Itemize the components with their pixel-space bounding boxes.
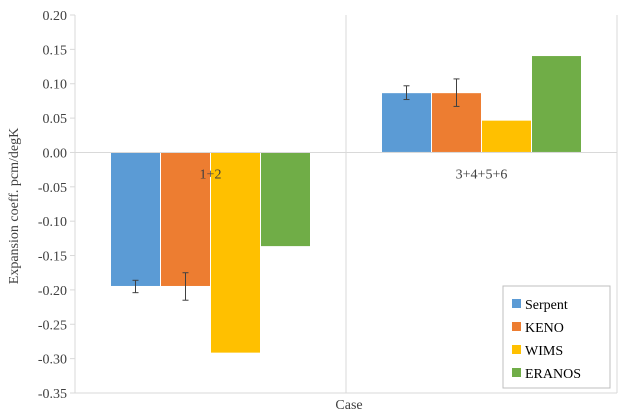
error-bar-serpent-1 (132, 279, 139, 294)
category-labels: 1+2 3+4+5+6 (200, 167, 508, 182)
legend-label-keno: KENO (525, 321, 564, 336)
error-bar-keno-2 (453, 78, 460, 107)
y-tick-label: 0.15 (43, 43, 68, 58)
legend-label-wims: WIMS (525, 344, 563, 359)
category-label: 3+4+5+6 (456, 167, 508, 182)
y-tick-label: 0.20 (43, 9, 68, 24)
y-tick-label: -0.05 (38, 181, 67, 196)
y-tick-label: 0.05 (43, 112, 68, 127)
y-tick-label: -0.35 (38, 387, 67, 402)
legend-swatch-serpent (512, 299, 521, 308)
error-bar-keno-1 (182, 272, 189, 301)
error-bar-serpent-2 (403, 85, 410, 101)
y-tick-label: 0.00 (43, 146, 68, 161)
x-axis-title: Case (335, 398, 362, 413)
y-tick-label: -0.20 (38, 284, 67, 299)
bar-eranos-2 (531, 55, 582, 153)
y-tick-label: -0.25 (38, 318, 67, 333)
bars (110, 55, 582, 354)
legend-swatch-eranos (512, 368, 521, 377)
axes: -0.35 -0.30 -0.25 -0.20 -0.15 -0.10 -0.05 0.00 0… (38, 9, 618, 402)
legend-swatch-wims (512, 345, 521, 354)
bar-wims-1 (210, 151, 261, 354)
legend-swatch-keno (512, 322, 521, 331)
y-tick-label: -0.10 (38, 215, 67, 230)
bar-serpent-1 (110, 151, 161, 287)
y-tick-label: -0.15 (38, 250, 67, 265)
legend-label-serpent: Serpent (525, 298, 568, 313)
bar-keno-1 (160, 151, 211, 287)
error-bars (132, 78, 460, 301)
y-tick-label: -0.30 (38, 353, 67, 368)
bar-eranos-1 (260, 151, 311, 248)
legend: Serpent KENO WIMS ERANOS (502, 285, 611, 389)
category-label: 1+2 (200, 167, 222, 182)
y-tick-label: 0.10 (43, 78, 68, 93)
y-axis-title: Expansion coeff. pcm/degK (7, 128, 22, 284)
bar-serpent-2 (381, 92, 432, 153)
legend-label-eranos: ERANOS (525, 367, 581, 382)
bar-wims-2 (481, 119, 532, 153)
